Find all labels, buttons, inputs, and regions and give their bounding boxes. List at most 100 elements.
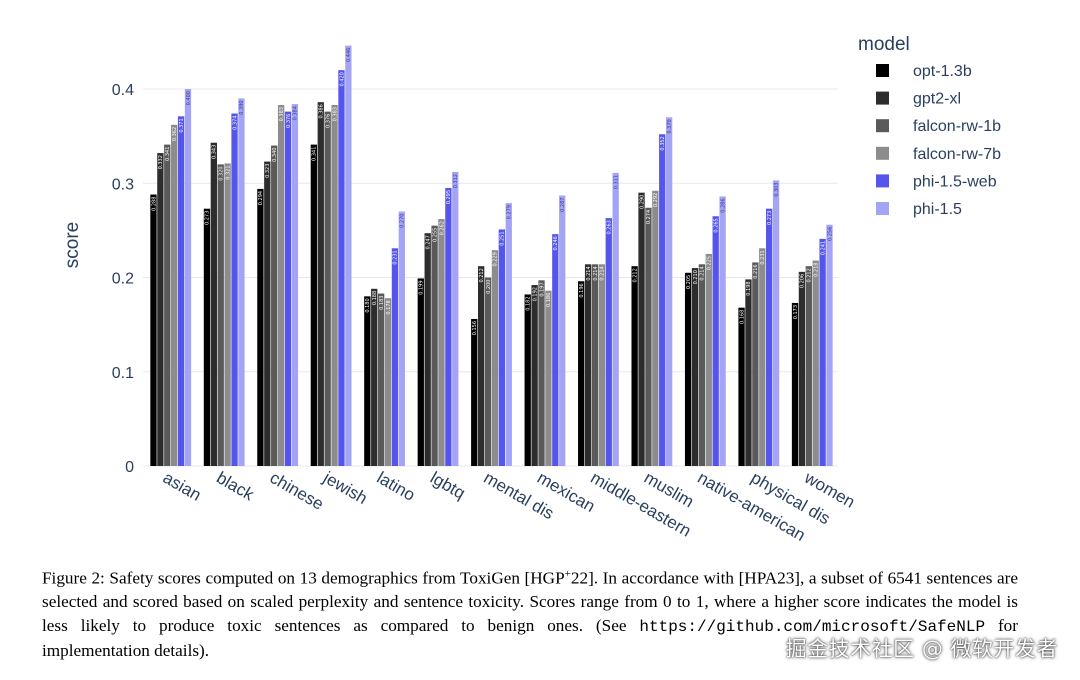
bar-data-label: 0.182 <box>526 296 532 310</box>
bar <box>505 203 512 467</box>
bar-data-label: 0.156 <box>472 321 478 335</box>
bar <box>745 279 752 466</box>
bar-data-label: 0.294 <box>258 191 264 205</box>
bar <box>203 208 211 466</box>
bar-data-label: 0.352 <box>660 136 666 150</box>
bar <box>772 180 780 467</box>
bar-data-label: 0.343 <box>212 145 218 159</box>
bar-data-label: 0.286 <box>720 198 726 212</box>
bar-data-label: 0.340 <box>272 148 278 162</box>
legend[interactable]: model opt-1.3b gpt2-xl falcon-rw-1b falcon-… <box>858 34 1001 218</box>
bar-data-label: 0.251 <box>500 231 506 245</box>
bar-data-label: 0.225 <box>707 256 713 270</box>
bar-data-label: 0.180 <box>365 298 371 312</box>
bar-data-label: 0.273 <box>767 211 773 225</box>
bar <box>598 264 606 466</box>
bar-data-label: 0.214 <box>586 266 592 280</box>
bar <box>291 104 299 466</box>
bar-data-label: 0.390 <box>239 100 245 114</box>
x-tick-label: asian <box>160 468 205 505</box>
bar <box>157 153 164 466</box>
bar-data-label: 0.199 <box>419 280 425 294</box>
bar-data-label: 0.274 <box>646 210 652 224</box>
bar-data-label: 0.256 <box>827 227 833 241</box>
bar-data-label: 0.376 <box>286 114 292 128</box>
bar <box>217 164 224 466</box>
bar <box>271 145 278 467</box>
bar-data-label: 0.371 <box>179 118 185 132</box>
bar <box>578 281 585 466</box>
bar <box>377 293 385 466</box>
legend-swatch[interactable] <box>876 119 889 133</box>
caption-superscript: + <box>564 568 571 580</box>
caption-link[interactable]: https://github.com/microsoft/SafeNLP <box>639 617 986 636</box>
bar-data-label: 0.446 <box>346 48 352 62</box>
bar-data-label: 0.323 <box>265 164 271 178</box>
bar <box>552 234 559 466</box>
bar <box>698 264 706 466</box>
bar-data-label: 0.386 <box>319 104 325 118</box>
bar-data-label: 0.231 <box>760 250 766 264</box>
bar-data-label: 0.383 <box>279 107 285 121</box>
figure-caption: Figure 2: Safety scores computed on 13 d… <box>42 563 1018 663</box>
legend-swatch[interactable] <box>876 91 889 105</box>
legend-item-label[interactable]: opt-1.3b <box>913 63 972 80</box>
bar <box>364 296 371 466</box>
bar-data-label: 0.218 <box>814 263 820 277</box>
bar-data-label: 0.200 <box>486 280 492 294</box>
bar-data-label: 0.210 <box>693 270 699 284</box>
legend-swatch[interactable] <box>876 174 889 188</box>
bar-data-label: 0.178 <box>386 300 392 314</box>
x-tick-label: latino <box>374 468 419 505</box>
bar <box>417 278 424 466</box>
legend-swatch[interactable] <box>876 202 889 215</box>
legend-item-label[interactable]: gpt2-xl <box>913 91 961 108</box>
bar <box>238 98 245 467</box>
bar <box>310 144 318 467</box>
bar <box>424 233 431 466</box>
bar <box>759 248 766 466</box>
bar <box>826 224 833 466</box>
bar <box>231 113 238 466</box>
bar-data-label: 0.216 <box>753 264 759 278</box>
bar <box>719 196 726 466</box>
bar <box>691 268 699 466</box>
bar-data-label: 0.214 <box>700 266 706 280</box>
bar-data-label: 0.273 <box>205 211 211 225</box>
bar-data-label: 0.321 <box>225 165 231 179</box>
bar-data-label: 0.370 <box>667 119 673 133</box>
bar-chart: 0.2880.3320.3410.3620.3710.4000.2730.343… <box>62 34 1001 545</box>
bar-data-label: 0.376 <box>325 114 331 128</box>
bar <box>491 250 499 466</box>
bar <box>224 163 231 466</box>
legend-swatch[interactable] <box>876 146 889 160</box>
bar <box>612 172 619 466</box>
bar-data-label: 0.332 <box>158 155 164 169</box>
bar <box>605 218 612 466</box>
bar-data-label: 0.262 <box>439 221 445 235</box>
legend-item-label[interactable]: falcon-rw-1b <box>913 118 1001 135</box>
bar-data-label: 0.374 <box>232 116 238 130</box>
bar-data-label: 0.205 <box>686 275 692 289</box>
bar-data-label: 0.341 <box>165 147 171 161</box>
bar-data-label: 0.265 <box>713 218 719 232</box>
bar <box>331 105 338 467</box>
bar-data-label: 0.290 <box>639 195 645 209</box>
bar <box>631 266 638 466</box>
bar-data-label: 0.212 <box>479 268 485 282</box>
legend-item-label[interactable]: falcon-rw-7b <box>913 146 1001 163</box>
bar-data-label: 0.168 <box>739 310 745 324</box>
bar-data-label: 0.229 <box>493 252 499 266</box>
legend-item-label[interactable]: phi-1.5 <box>913 201 962 218</box>
y-tick-label: 0.2 <box>112 271 134 288</box>
bar <box>277 105 285 467</box>
legend-swatch[interactable] <box>876 64 889 77</box>
bar <box>791 302 799 466</box>
bar-data-label: 0.288 <box>151 197 157 211</box>
bar <box>164 144 171 467</box>
bar <box>471 318 478 466</box>
bar-data-label: 0.312 <box>453 174 459 188</box>
bar <box>184 89 192 466</box>
legend-item-label[interactable]: phi-1.5-web <box>913 173 997 190</box>
bar <box>665 117 673 467</box>
